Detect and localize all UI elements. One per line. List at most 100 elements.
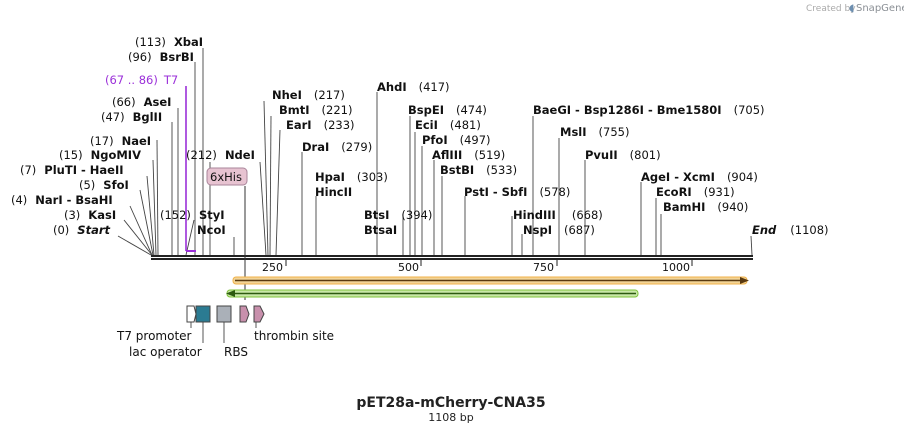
site-bstbi-name: BstBI: [440, 163, 474, 177]
site-hpai-pos: (303): [357, 170, 388, 184]
site-nhei[interactable]: NheI (217): [272, 88, 345, 102]
dna-backbone: [151, 255, 753, 266]
site-nari-bsahi[interactable]: (4) NarI - BsaHI: [11, 193, 113, 207]
site-bmti[interactable]: BmtI (221): [279, 103, 352, 117]
credit-prefix: Created by: [806, 4, 856, 14]
leader-naei: [156, 139, 159, 256]
thrombin-site-icon-b[interactable]: [253, 305, 265, 323]
site-ecori-pos: (931): [704, 185, 735, 199]
site-start[interactable]: (0) Start: [53, 223, 111, 237]
site-hindiii-pos: (668): [572, 208, 603, 222]
site-agei-xcmi-name: AgeI - XcmI: [641, 170, 715, 184]
site-bspei[interactable]: BspEI (474): [408, 103, 487, 117]
site-end[interactable]: End (1108): [752, 223, 829, 237]
site-pfoi-pos: (497): [460, 133, 491, 147]
tick-label-750: 750: [533, 261, 554, 274]
site-bstbi[interactable]: BstBI (533): [440, 163, 517, 177]
site-ndei-name: NdeI: [225, 148, 255, 162]
site-bamhi-pos: (940): [717, 200, 748, 214]
site-btsai[interactable]: BtsaI: [364, 223, 397, 237]
site-sfoi[interactable]: (5) SfoI: [79, 178, 129, 192]
site-baegi-pos: (705): [734, 103, 765, 117]
site-xbai-name: XbaI: [174, 35, 203, 49]
primer-name: T7: [163, 73, 178, 87]
site-bsrbi-pos: (96): [128, 50, 152, 64]
site-styi-pos: (152): [160, 208, 191, 222]
primer-range: (67 .. 86): [105, 73, 158, 87]
site-pluti-haeii[interactable]: (7) PluTI - HaeII: [20, 163, 124, 177]
site-ndei[interactable]: (212) NdeI: [186, 148, 255, 162]
site-pvuii-name: PvuII: [585, 148, 618, 162]
site-afliii[interactable]: AflIII (519): [432, 148, 505, 162]
site-bmti-pos: (221): [322, 103, 353, 117]
site-xbai-pos: (113): [135, 35, 166, 49]
his-tag-box[interactable]: [206, 167, 248, 186]
site-ndei-pos: (212): [186, 148, 217, 162]
rbs-icon[interactable]: [216, 305, 232, 323]
site-baegi[interactable]: BaeGI - Bsp1286I - Bme1580I (705): [533, 103, 765, 117]
leader-nhei: [263, 100, 269, 256]
site-msli-pos: (755): [599, 125, 630, 139]
site-eari-name: EarI: [286, 118, 312, 132]
site-xbai[interactable]: (113) XbaI: [135, 35, 203, 49]
site-bglii-name: BglII: [133, 110, 163, 124]
site-pfoi[interactable]: PfoI (497): [422, 133, 491, 147]
site-ngomiv[interactable]: (15) NgoMIV: [59, 148, 141, 162]
site-bglii[interactable]: (47) BglII: [101, 110, 162, 124]
site-ecori[interactable]: EcoRI (931): [656, 185, 735, 199]
site-ngomiv-pos: (15): [59, 148, 83, 162]
site-msli-name: MslI: [560, 125, 587, 139]
leader-ngomiv: [152, 159, 157, 256]
site-ecii-name: EciI: [415, 118, 438, 132]
thrombin-site-icon-a[interactable]: [239, 305, 250, 323]
leader-eari: [275, 129, 281, 256]
site-psti-sbfi[interactable]: PstI - SbfI (578): [464, 185, 570, 199]
site-start-name: Start: [77, 223, 110, 237]
site-pvuii[interactable]: PvuII (801): [585, 148, 661, 162]
rbs-label: RBS: [224, 345, 248, 359]
his-tag-label: 6xHis: [210, 170, 242, 184]
site-ahdi[interactable]: AhdI (417): [377, 80, 450, 94]
site-kasi[interactable]: (3) KasI: [64, 208, 116, 222]
site-asei[interactable]: (66) AseI: [112, 95, 171, 109]
site-bspei-pos: (474): [456, 103, 487, 117]
site-btsi-name: BtsI: [364, 208, 389, 222]
site-hpai[interactable]: HpaI (303): [315, 170, 388, 184]
site-eari[interactable]: EarI (233): [286, 118, 355, 132]
orange-orf-arrow[interactable]: [232, 276, 749, 285]
site-btsi-pos: (394): [401, 208, 432, 222]
site-naei-name: NaeI: [122, 134, 151, 148]
leader-start: [117, 235, 152, 256]
site-btsi[interactable]: BtsI (394): [364, 208, 432, 222]
site-styi[interactable]: (152) StyI: [160, 208, 225, 222]
site-agei-xcmi[interactable]: AgeI - XcmI (904): [641, 170, 758, 184]
site-hincii[interactable]: HincII: [315, 185, 352, 199]
site-ecii[interactable]: EciI (481): [415, 118, 481, 132]
site-drai-pos: (279): [341, 140, 372, 154]
site-drai[interactable]: DraI (279): [302, 140, 372, 154]
site-afliii-name: AflIII: [432, 148, 462, 162]
site-end-pos: (1108): [790, 223, 828, 237]
site-bmti-name: BmtI: [279, 103, 310, 117]
site-hindiii[interactable]: HindIII (668): [513, 208, 603, 222]
green-orf-arrow[interactable]: [226, 289, 639, 298]
site-psti-sbfi-name: PstI - SbfI: [464, 185, 527, 199]
lac-operator-label: lac operator: [129, 345, 202, 359]
leader-end: [750, 235, 753, 256]
site-msli[interactable]: MslI (755): [560, 125, 629, 139]
snapgene-logo-icon: ◖: [849, 3, 854, 14]
site-bsrbi[interactable]: (96) BsrBI: [128, 50, 194, 64]
site-naei[interactable]: (17) NaeI: [90, 134, 151, 148]
site-ncoi[interactable]: NcoI: [197, 223, 226, 237]
site-psti-sbfi-pos: (578): [539, 185, 570, 199]
lac-operator-icon[interactable]: [195, 305, 211, 323]
site-nspi[interactable]: NspI (687): [523, 223, 595, 237]
right-site-labels: NheI (217) BmtI (221) EarI (233) DraI (279) …: [272, 80, 829, 237]
t7-promoter-icon[interactable]: [186, 305, 197, 323]
site-bamhi[interactable]: BamHI (940): [663, 200, 748, 214]
leader-styi: [185, 219, 195, 256]
site-end-name: End: [752, 223, 777, 237]
tick-label-1000: 1000: [662, 261, 690, 274]
primer-t7-label[interactable]: (67 .. 86) T7: [105, 73, 178, 87]
